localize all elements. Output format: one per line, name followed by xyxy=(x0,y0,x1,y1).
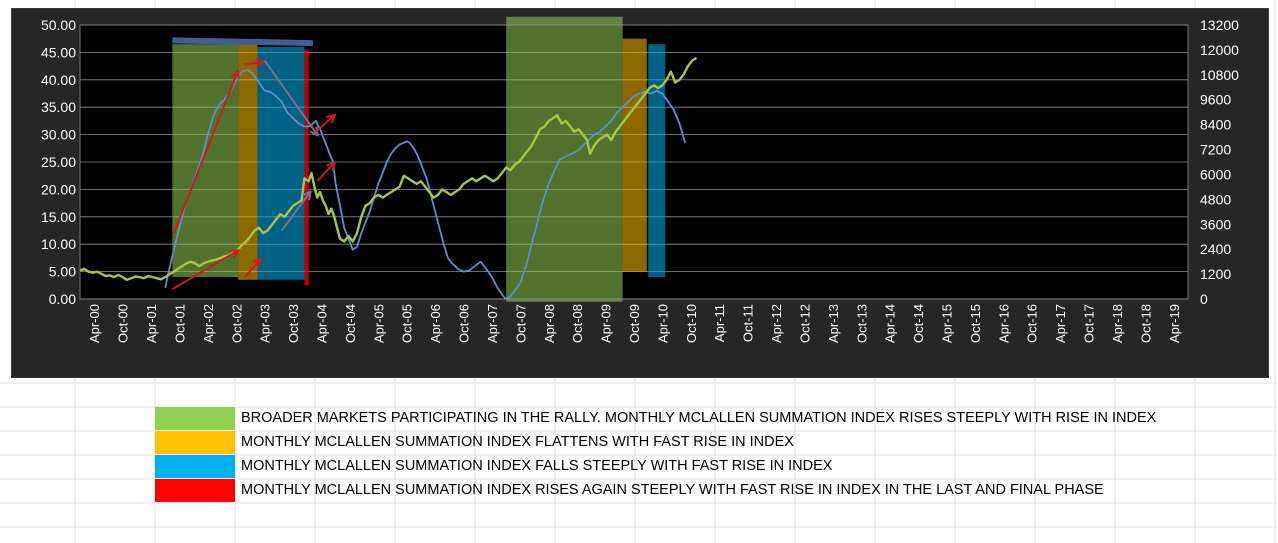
x-tick-label: Oct-00 xyxy=(116,304,131,343)
chart-area[interactable]: 0.00 5.00 10.00 15.00 20.00 25.00 30.00 35.00 40… xyxy=(11,8,1269,378)
y-right-tick-label: 7200 xyxy=(1200,142,1231,158)
trend-arrow xyxy=(172,72,238,234)
series-line-green xyxy=(79,56,698,281)
y-left-tick-label: 30.00 xyxy=(41,127,76,143)
y-right-tick-label: 0 xyxy=(1200,291,1208,307)
legend-swatch-green xyxy=(155,407,235,430)
shaded-zone xyxy=(172,44,239,278)
legend-swatch-blue xyxy=(155,455,235,478)
y-right-tick-label: 8400 xyxy=(1200,117,1231,133)
y-right-tick-label: 12000 xyxy=(1200,42,1239,58)
trend-arrow xyxy=(244,62,263,65)
shaded-zone xyxy=(257,46,305,280)
shaded-zone xyxy=(506,16,623,302)
x-tick-label: Oct-04 xyxy=(343,304,358,343)
x-tick-label: Apr-16 xyxy=(996,304,1011,343)
x-tick-label: Apr-15 xyxy=(940,304,955,343)
y-left-tick-label: 15.00 xyxy=(41,209,76,225)
plot-border xyxy=(79,24,1189,300)
x-tick-label: Apr-09 xyxy=(599,304,614,343)
x-tick-label: Oct-08 xyxy=(570,304,585,343)
x-tick-label: Oct-11 xyxy=(741,304,756,342)
top-bar-annotation xyxy=(172,37,313,47)
x-tick-label: Oct-15 xyxy=(968,304,983,343)
trend-arrow xyxy=(263,60,318,135)
x-tick-label: Apr-01 xyxy=(144,304,159,343)
x-tick-label: Oct-14 xyxy=(911,304,926,343)
x-tick-label: Apr-05 xyxy=(371,304,386,343)
y-left-tick-label: 5.00 xyxy=(49,264,76,280)
y-left-tick-label: 50.00 xyxy=(41,17,76,33)
x-tick-label: Apr-18 xyxy=(1110,304,1125,343)
x-tick-label: Apr-17 xyxy=(1053,304,1068,343)
x-tick-label: Oct-17 xyxy=(1082,304,1097,343)
line-chart: 0.00 5.00 10.00 15.00 20.00 25.00 30.00 35.00 40… xyxy=(41,16,1239,343)
y-right-tick-label: 13200 xyxy=(1200,17,1239,33)
legend-swatch-orange xyxy=(155,431,235,454)
trend-arrow xyxy=(316,163,334,182)
shaded-zone xyxy=(648,44,666,278)
trend-arrow xyxy=(244,260,261,278)
x-tick-label: Apr-04 xyxy=(314,304,329,343)
y-left-tick-label: 35.00 xyxy=(41,99,76,115)
legend-text-orange: MONTHLY MCLALLEN SUMMATION INDEX FLATTEN… xyxy=(241,434,794,450)
x-tick-label: Oct-12 xyxy=(797,304,812,343)
x-tick-label: Oct-01 xyxy=(172,304,187,343)
x-tick-label: Oct-18 xyxy=(1138,304,1153,343)
y-right-tick-label: 9600 xyxy=(1200,92,1231,108)
x-tick-label: Apr-13 xyxy=(826,304,841,343)
x-tick-label: Oct-10 xyxy=(684,304,699,343)
x-tick-label: Apr-12 xyxy=(769,304,784,343)
x-tick-label: Apr-07 xyxy=(485,304,500,343)
x-tick-label: Oct-09 xyxy=(627,304,642,343)
x-tick-label: Oct-02 xyxy=(229,304,244,343)
series-line-blue xyxy=(164,69,686,300)
x-tick-label: Apr-10 xyxy=(655,304,670,343)
shaded-zone xyxy=(238,44,258,280)
x-tick-label: Oct-07 xyxy=(513,304,528,343)
x-tick-label: Oct-05 xyxy=(400,304,415,343)
y-right-tick-label: 2400 xyxy=(1200,241,1231,257)
shaded-zone xyxy=(622,38,647,272)
x-tick-label: Apr-08 xyxy=(542,304,557,343)
x-tick-label: Apr-14 xyxy=(883,304,898,343)
y-right-tick-label: 4800 xyxy=(1200,191,1231,207)
legend-text-green: BROADER MARKETS PARTICIPATING IN THE RAL… xyxy=(241,410,1157,426)
x-tick-label: Oct-06 xyxy=(457,304,472,343)
x-tick-label: Apr-06 xyxy=(428,304,443,343)
trend-arrow xyxy=(171,251,237,290)
y-right-tick-label: 1200 xyxy=(1200,266,1231,282)
x-tick-label: Oct-16 xyxy=(1025,304,1040,343)
x-tick-label: Apr-03 xyxy=(258,304,273,343)
legend-swatch-red xyxy=(155,479,235,502)
y-right-tick-label: 3600 xyxy=(1200,216,1231,232)
legend-text-red: MONTHLY MCLALLEN SUMMATION INDEX RISES A… xyxy=(241,482,1104,498)
trend-arrow xyxy=(280,192,310,232)
y-right-tick-label: 10800 xyxy=(1200,67,1239,83)
y-left-tick-label: 25.00 xyxy=(41,154,76,170)
x-tick-label: Oct-03 xyxy=(286,304,301,343)
legend-text-blue: MONTHLY MCLALLEN SUMMATION INDEX FALLS S… xyxy=(241,458,833,474)
x-tick-label: Oct-13 xyxy=(854,304,869,343)
x-tick-label: Apr-00 xyxy=(87,304,102,343)
y-left-tick-label: 10.00 xyxy=(41,236,76,252)
x-tick-label: Apr-19 xyxy=(1167,304,1182,343)
y-left-tick-label: 45.00 xyxy=(41,44,76,60)
x-tick-label: Apr-02 xyxy=(201,304,216,343)
x-tick-label: Apr-11 xyxy=(712,304,727,342)
y-left-tick-label: 0.00 xyxy=(49,291,76,307)
y-right-tick-label: 6000 xyxy=(1200,166,1231,182)
y-left-tick-label: 20.00 xyxy=(41,181,76,197)
shaded-zone xyxy=(304,49,309,286)
trend-arrow xyxy=(315,115,334,133)
y-left-tick-label: 40.00 xyxy=(41,72,76,88)
